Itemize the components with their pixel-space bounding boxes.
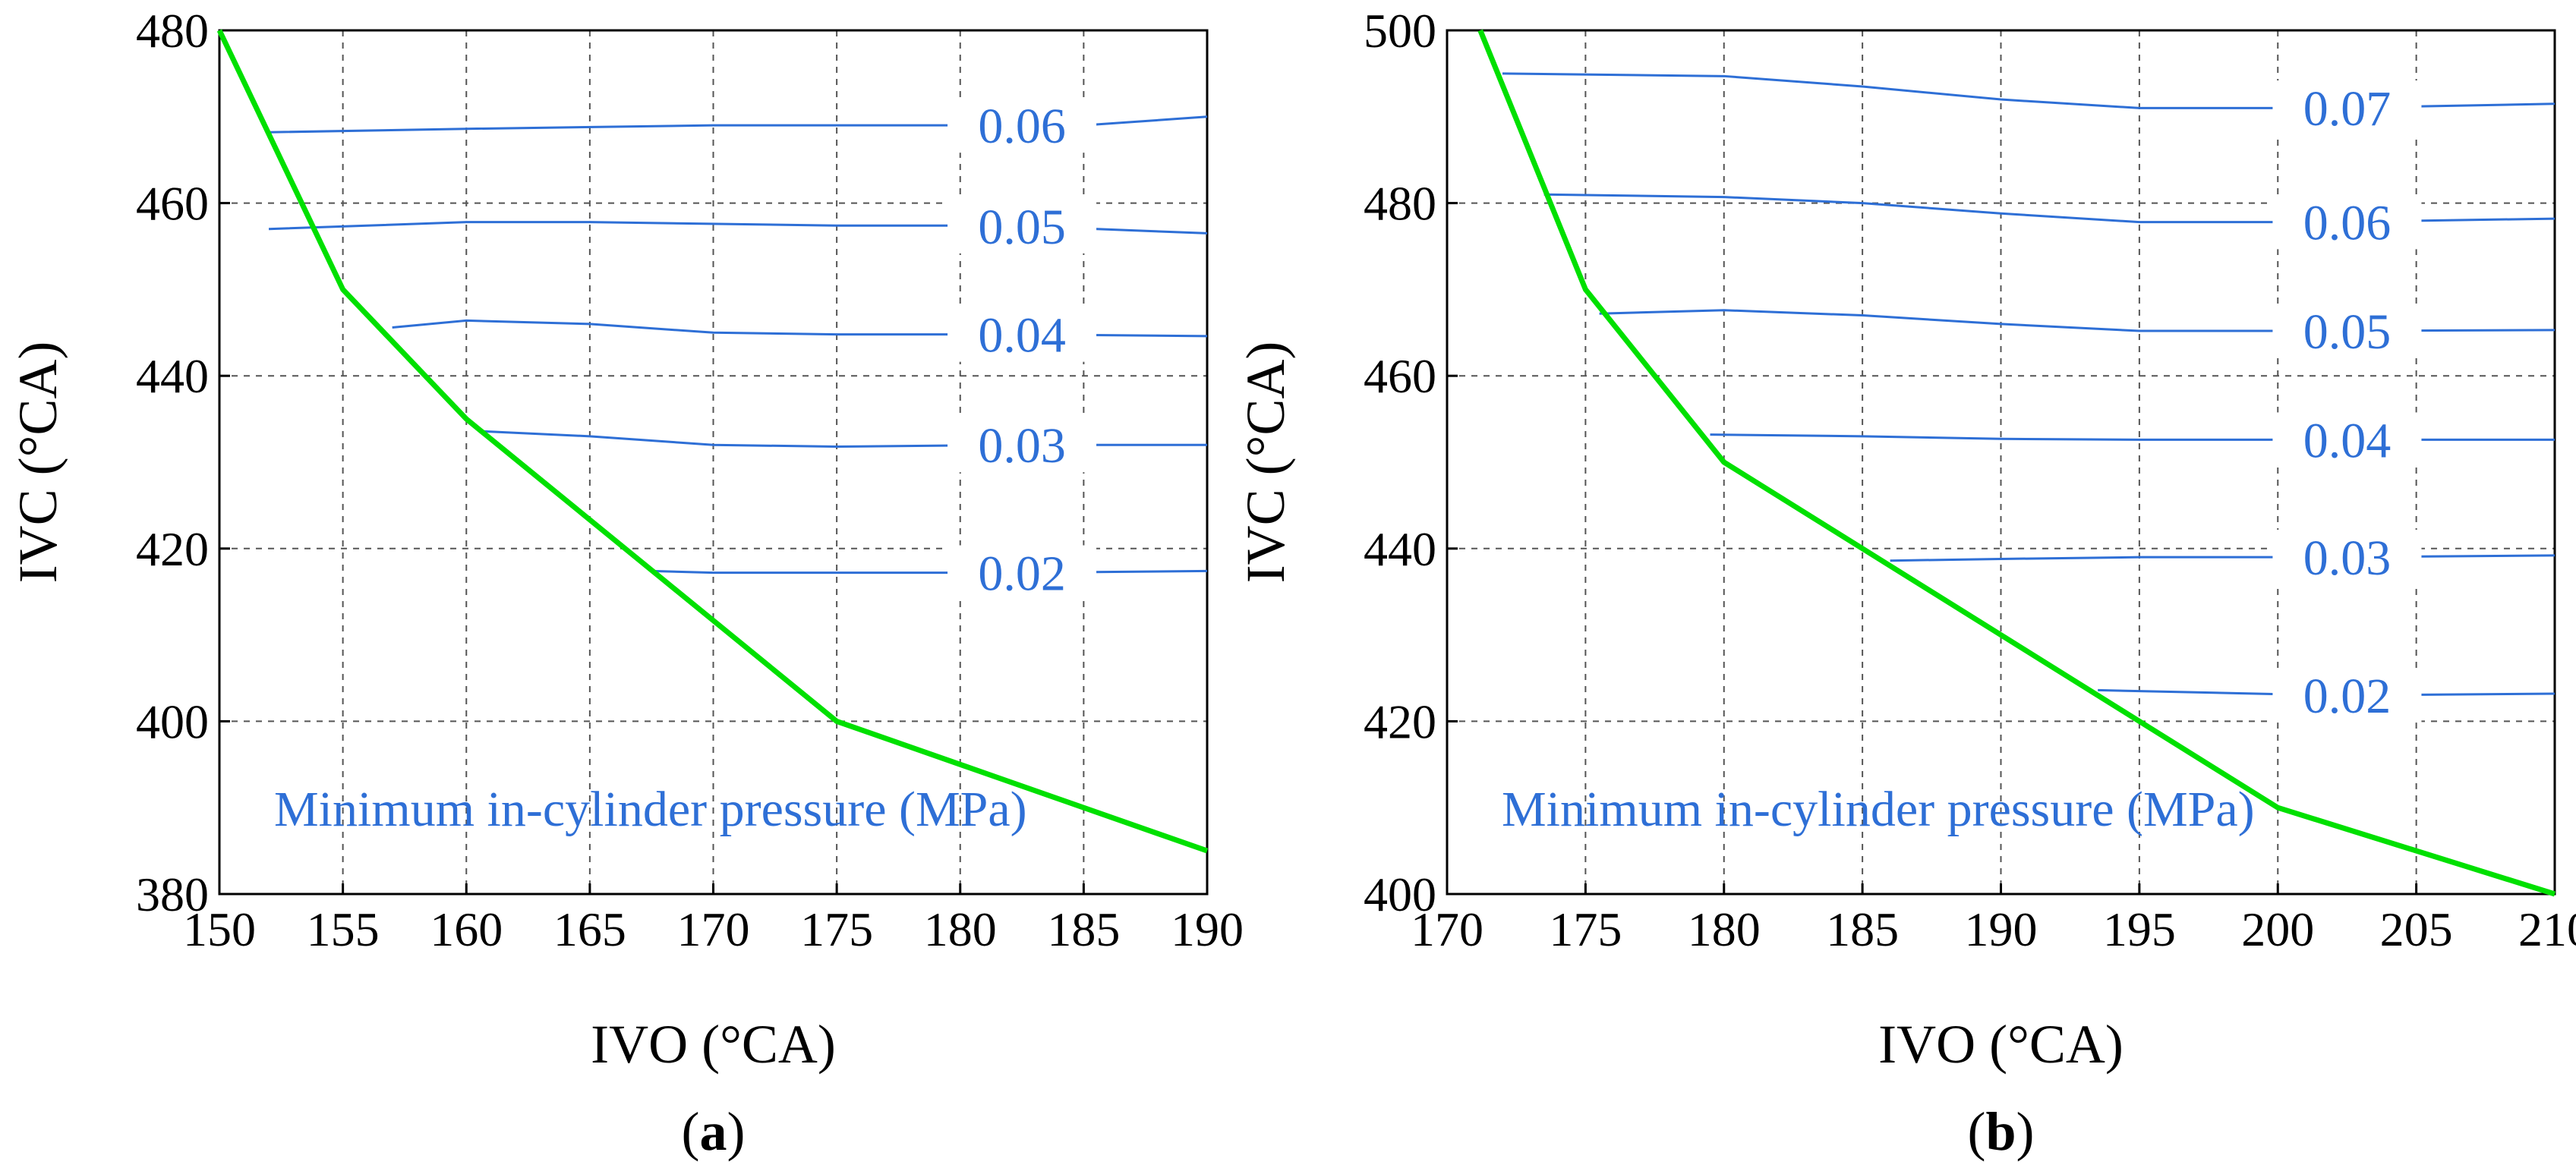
contour-label: 0.05 (978, 200, 1066, 255)
contour-label-bg (2272, 530, 2422, 585)
contour-label: 0.02 (978, 546, 1066, 602)
contour-label: 0.04 (2303, 413, 2392, 468)
contour-label-bg (2272, 412, 2422, 468)
y-tick-label: 460 (1364, 349, 1436, 403)
x-tick-label: 190 (1171, 902, 1244, 956)
x-tick-label: 205 (2380, 902, 2453, 956)
x-tick-label: 200 (2241, 902, 2314, 956)
contour-label-bg (947, 198, 1097, 253)
contour-label: 0.03 (978, 418, 1066, 474)
contour-label: 0.02 (2303, 669, 2392, 724)
x-tick-label: 185 (1047, 902, 1120, 956)
chart-panel-a: 150 155 160 165 170 175 180 185 190 380 400 420 440 4… (8, 4, 1244, 1162)
contour-label-bg (2272, 668, 2422, 723)
y-tick-label: 420 (1364, 694, 1436, 748)
x-tick-label: 190 (1965, 902, 2038, 956)
y-tick-label: 480 (1364, 177, 1436, 231)
contour-label-bg (947, 307, 1097, 362)
x-tick-label: 185 (1826, 902, 1899, 956)
y-tick-label: 460 (136, 177, 209, 231)
y-tick-label: 440 (1364, 522, 1436, 576)
annotation-text: Minimum in-cylinder pressure (MPa) (274, 782, 1027, 837)
x-tick-label: 210 (2518, 902, 2576, 956)
contour-line-0.02 (651, 569, 1208, 575)
x-tick-label: 180 (1688, 902, 1761, 956)
x-tick-label: 165 (553, 902, 626, 956)
contour-label: 0.07 (2303, 81, 2392, 137)
y-axis-label: IVC (°CA) (8, 342, 68, 584)
annotation-text: Minimum in-cylinder pressure (MPa) (1502, 782, 2255, 837)
contour-label: 0.06 (978, 99, 1066, 154)
y-tick-label: 500 (1364, 4, 1436, 58)
contour-label: 0.06 (2303, 195, 2392, 250)
x-tick-label: 170 (1411, 902, 1483, 956)
boundary-line (216, 29, 1209, 854)
x-tick-label: 170 (677, 902, 750, 956)
y-tick-label: 440 (136, 349, 209, 403)
x-tick-label: 160 (430, 902, 503, 956)
y-tick-label: 480 (136, 4, 209, 58)
y-axis-label: IVC (°CA) (1235, 342, 1296, 584)
contour-label-bg (947, 417, 1097, 473)
panel-label: (b) (1967, 1101, 2034, 1162)
x-tick-label: 175 (1549, 902, 1622, 956)
contour-label: 0.05 (2303, 304, 2392, 360)
x-tick-label: 150 (183, 902, 256, 956)
panel-label: (a) (682, 1101, 746, 1162)
y-tick-label: 400 (1364, 867, 1436, 921)
contour-label-bg (2272, 303, 2422, 358)
chart-panel-b: 170 175 180 185 190 195 200 205 210 400 420 440 460 4… (1235, 4, 2576, 1162)
x-tick-label: 175 (800, 902, 873, 956)
contour-label: 0.04 (978, 308, 1066, 364)
contour-line-0.04 (1710, 433, 2555, 441)
x-tick-label: 180 (924, 902, 997, 956)
contour-label-bg (947, 98, 1097, 153)
x-tick-label: 195 (2103, 902, 2176, 956)
x-tick-label: 155 (307, 902, 380, 956)
boundary-line (1477, 29, 2556, 897)
x-axis-label: IVO (°CA) (1878, 1014, 2124, 1075)
contour-label: 0.03 (2303, 530, 2392, 586)
x-axis-label: IVO (°CA) (591, 1014, 836, 1075)
contour-line-0.02 (2098, 688, 2556, 697)
contour-line-0.03 (478, 430, 1207, 449)
contour-line-0.03 (1890, 554, 2556, 562)
contour-label-bg (2272, 194, 2422, 250)
contour-label-bg (947, 545, 1097, 600)
y-tick-label: 400 (136, 694, 209, 748)
y-tick-label: 380 (136, 867, 209, 921)
y-tick-label: 420 (136, 522, 209, 576)
contour-label-bg (2272, 80, 2422, 136)
